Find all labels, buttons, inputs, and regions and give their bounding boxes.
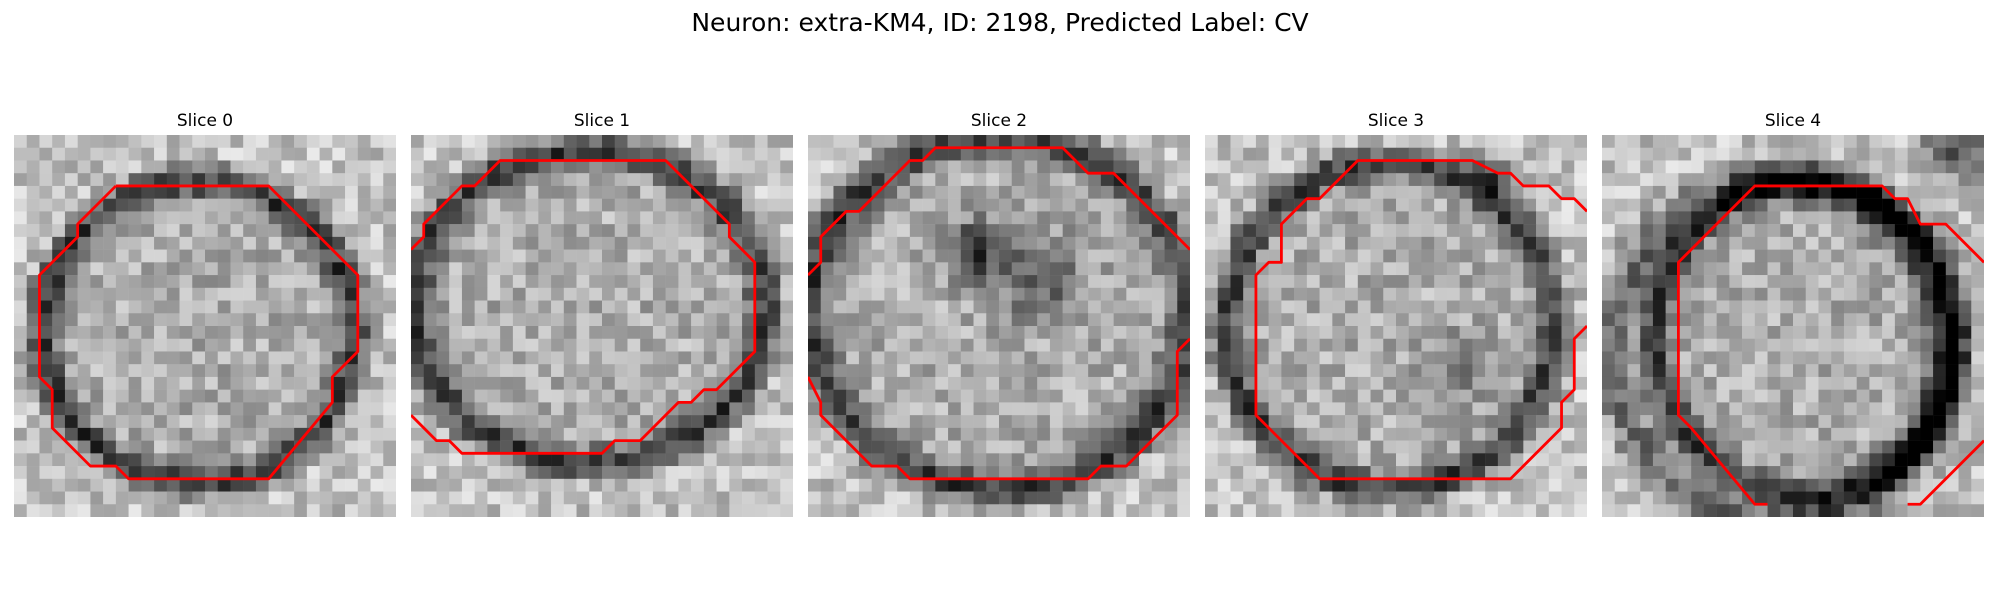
cell-contour-1 — [411, 159, 757, 455]
slice-title-4: Slice 4 — [1764, 111, 1822, 131]
cell-contour-2b — [808, 337, 1190, 481]
cell-contour-0 — [38, 184, 360, 481]
slice-panel-1: Slice 1 — [411, 108, 793, 517]
slice-image-0 — [14, 135, 396, 517]
slice-image-2 — [808, 135, 1190, 517]
figure-title: Neuron: extra-KM4, ID: 2198, Predicted L… — [691, 8, 1309, 37]
cell-contour-4b — [1907, 439, 1984, 506]
slice-panel-3: Slice 3 — [1205, 108, 1587, 517]
slice-image-3 — [1205, 135, 1587, 517]
slice-panel-2: Slice 2 — [808, 108, 1190, 517]
slice-panel-0: Slice 0 — [14, 108, 396, 517]
slice-title-0: Slice 0 — [176, 111, 234, 131]
slice-title-2: Slice 2 — [970, 111, 1028, 131]
slice-title-3: Slice 3 — [1367, 111, 1425, 131]
slice-image-4 — [1602, 135, 1984, 517]
cell-contour-2 — [808, 146, 1190, 277]
cell-contour-3 — [1254, 159, 1587, 481]
slice-title-1: Slice 1 — [573, 111, 631, 131]
cell-contour-4 — [1676, 184, 1984, 506]
slice-panel-4: Slice 4 — [1602, 108, 1984, 517]
slice-image-1 — [411, 135, 793, 517]
